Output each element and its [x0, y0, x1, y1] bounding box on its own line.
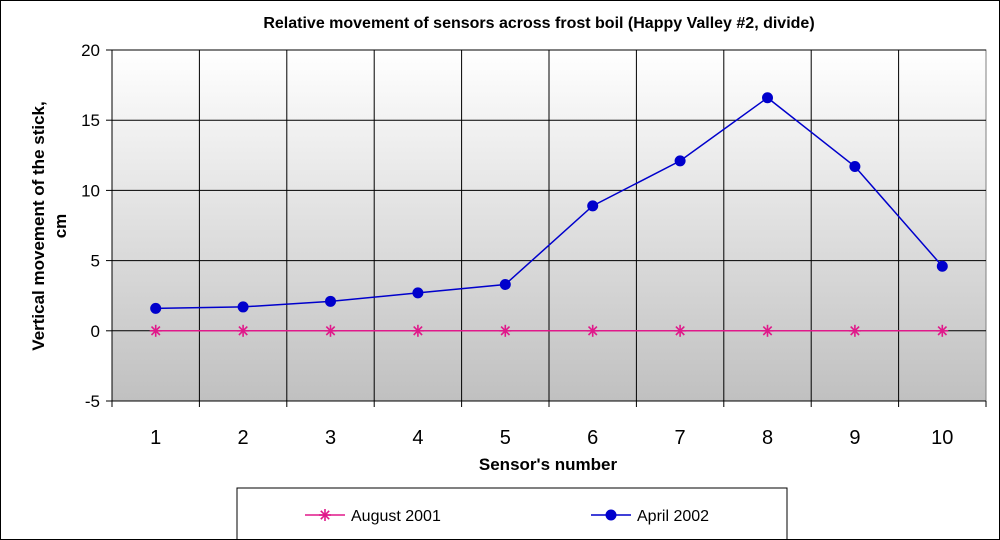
data-point: [936, 324, 949, 337]
data-point: [848, 324, 861, 337]
x-tick-label: 3: [325, 427, 336, 449]
y-tick-label: 15: [81, 111, 100, 130]
data-point: [499, 324, 512, 337]
series-1: [149, 324, 949, 337]
data-point: [674, 155, 686, 167]
data-point: [762, 92, 773, 104]
chart-title: Relative movement of sensors across fros…: [263, 15, 814, 32]
series: [149, 92, 949, 337]
data-point: [237, 301, 249, 313]
data-point: [499, 278, 511, 290]
data-point: [674, 324, 687, 337]
legend-label: April 2002: [637, 508, 709, 525]
legend-item-1: August 2001: [305, 508, 441, 525]
legend: August 2001 April 2002: [236, 487, 788, 539]
data-point: [324, 324, 337, 337]
y-axis-title-line2: cm: [51, 214, 70, 239]
x-tick-label: 7: [675, 427, 686, 449]
y-axis-title: Vertical movement of the stick, cm: [29, 101, 70, 350]
data-point: [149, 324, 162, 337]
y-tick-label: 0: [91, 322, 100, 341]
x-axis-title: Sensor's number: [479, 455, 618, 474]
axes: [106, 49, 987, 407]
legend-item-2: April 2002: [591, 508, 709, 525]
data-point: [412, 287, 424, 299]
y-axis-title-line1: Vertical movement of the stick,: [29, 101, 48, 350]
data-point: [936, 260, 948, 272]
x-tick-label: 2: [238, 427, 249, 449]
x-tick-label: 5: [500, 427, 511, 449]
series-line: [155, 96, 943, 310]
legend-marker: [319, 509, 331, 521]
legend-label: August 2001: [351, 508, 441, 525]
y-tick-label: -5: [85, 392, 100, 411]
x-tick-label: 4: [412, 427, 423, 449]
legend-box: [236, 487, 788, 539]
data-point: [587, 200, 599, 212]
x-tick-label: 1: [150, 427, 161, 449]
legend-marker: [605, 509, 617, 521]
y-tick-labels: -5 0 5 10 15 20: [81, 41, 100, 411]
data-point: [761, 324, 774, 337]
x-tick-label: 9: [849, 427, 860, 449]
y-tick-label: 20: [81, 41, 100, 60]
data-point: [586, 324, 599, 337]
data-point: [411, 324, 424, 337]
data-point: [237, 324, 250, 337]
data-point: [849, 161, 861, 173]
y-tick-label: 5: [91, 252, 100, 271]
x-tick-label: 6: [587, 427, 598, 449]
x-tick-labels: 1 2 3 4 5 6 7 8 9 10: [150, 427, 953, 449]
data-point: [325, 295, 336, 307]
x-tick-label: 8: [762, 427, 773, 449]
data-point: [150, 302, 162, 314]
y-tick-label: 10: [81, 181, 100, 200]
series-2: [150, 92, 948, 314]
x-tick-label: 10: [931, 427, 953, 449]
